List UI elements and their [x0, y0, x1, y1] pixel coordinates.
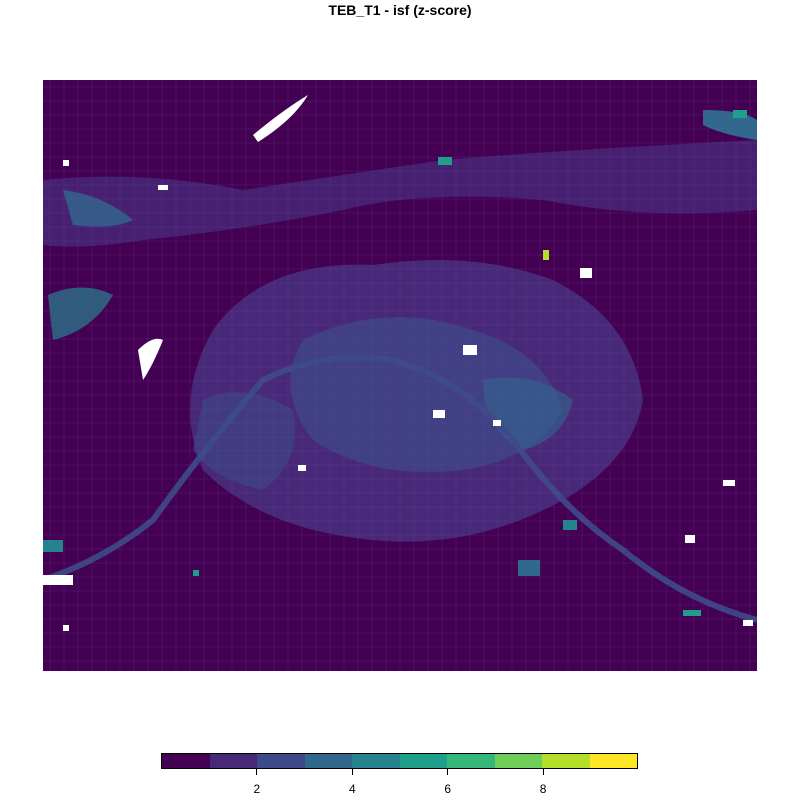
legend-color-segment: [352, 754, 400, 768]
legend-color-segment: [494, 754, 542, 768]
color-scale-legend: [161, 753, 638, 769]
legend-color-segment: [589, 754, 637, 768]
paris-choropleth-map: [43, 80, 757, 671]
legend-color-segment: [399, 754, 447, 768]
legend-tick-label: 6: [444, 782, 452, 796]
legend-tick: [542, 769, 544, 775]
legend-color-segment: [209, 754, 257, 768]
legend-tick: [256, 769, 258, 775]
legend-tick: [447, 769, 449, 775]
legend-color-segment: [304, 754, 352, 768]
legend-tick-label: 2: [253, 782, 261, 796]
no-data-patch: [253, 95, 308, 142]
legend-color-segment: [257, 754, 305, 768]
map-title: TEB_T1 - isf (z-score): [328, 2, 472, 18]
legend-color-segment: [542, 754, 590, 768]
legend-tick-label: 4: [348, 782, 356, 796]
legend-tick-label: 8: [539, 782, 547, 796]
legend-tick: [351, 769, 353, 775]
legend-color-segment: [162, 754, 210, 768]
legend-color-segment: [447, 754, 495, 768]
